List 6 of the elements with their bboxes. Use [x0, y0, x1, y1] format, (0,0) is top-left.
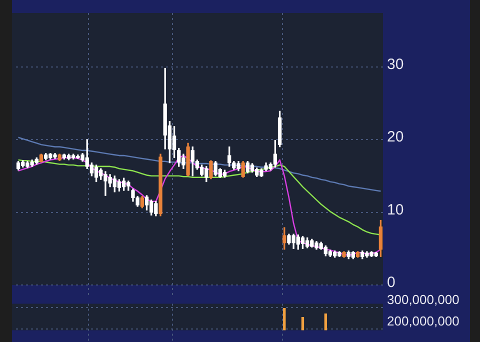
y-tick-label: 10 — [387, 201, 404, 218]
y-tick-label: 0 — [387, 274, 396, 292]
y-tick-label: 300,000,000 — [387, 292, 460, 308]
y-tick-label: 200,000,000 — [387, 314, 460, 329]
y-tick-label: 20 — [387, 128, 404, 146]
y-tick-label: 30 — [387, 56, 404, 73]
